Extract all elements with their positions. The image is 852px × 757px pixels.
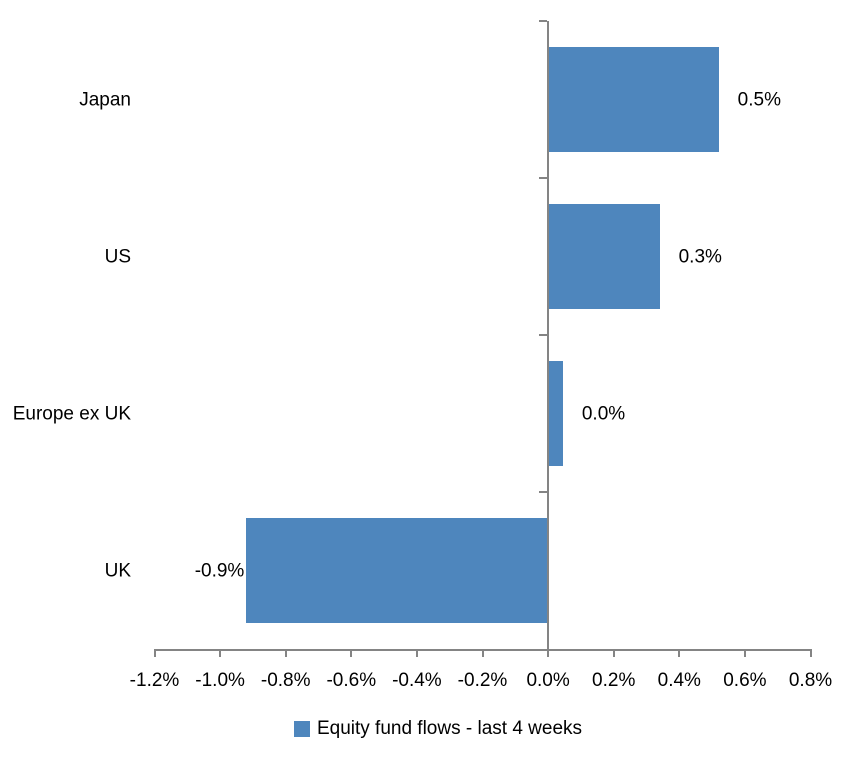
x-axis-tick bbox=[153, 649, 156, 657]
bar-uk bbox=[246, 518, 549, 624]
x-axis-tick bbox=[743, 649, 746, 657]
category-label-uk: UK bbox=[104, 560, 131, 582]
x-axis-tick-label: -1.0% bbox=[195, 670, 245, 691]
data-label-japan: 0.5% bbox=[737, 89, 781, 111]
legend-series-label: Equity fund flows - last 4 weeks bbox=[316, 718, 583, 739]
bar-us bbox=[548, 204, 660, 310]
category-label-europe-ex-uk: Europe ex UK bbox=[12, 403, 131, 425]
x-axis-tick-label: -0.4% bbox=[392, 670, 442, 691]
x-axis-tick bbox=[415, 649, 418, 657]
legend-swatch bbox=[293, 721, 310, 737]
x-axis-tick-label: 0.8% bbox=[788, 670, 833, 691]
x-axis-tick bbox=[284, 649, 287, 657]
data-label-europe-ex-uk: 0.0% bbox=[581, 403, 626, 425]
category-label-us: US bbox=[104, 246, 131, 268]
y-axis-line bbox=[547, 21, 550, 651]
y-axis-tick bbox=[539, 334, 548, 337]
x-axis-line bbox=[153, 648, 812, 651]
data-label-us: 0.3% bbox=[678, 246, 722, 268]
bar-europe-ex-uk bbox=[548, 361, 563, 467]
y-axis-tick bbox=[539, 177, 548, 180]
x-axis-tick bbox=[350, 649, 353, 657]
bar-japan bbox=[548, 47, 719, 153]
x-axis-tick-label: 0.0% bbox=[526, 670, 570, 691]
x-axis-tick bbox=[481, 649, 484, 657]
y-axis-tick bbox=[539, 20, 548, 22]
x-axis-tick bbox=[612, 649, 615, 657]
x-axis-tick-label: 0.4% bbox=[657, 670, 701, 691]
legend: Equity fund flows - last 4 weeks bbox=[0, 716, 852, 742]
x-axis-tick bbox=[678, 649, 681, 657]
x-axis-tick-label: -0.2% bbox=[457, 670, 508, 691]
x-axis-tick-label: -1.2% bbox=[129, 670, 180, 691]
x-axis-tick-label: 0.6% bbox=[723, 670, 767, 691]
y-axis-tick bbox=[539, 491, 548, 494]
x-axis-tick bbox=[547, 649, 550, 657]
x-axis-tick-label: -0.8% bbox=[260, 670, 311, 691]
x-axis-tick bbox=[809, 649, 812, 657]
category-label-japan: Japan bbox=[79, 89, 131, 111]
x-axis-tick-label: -0.6% bbox=[326, 670, 377, 691]
x-axis-tick-label: 0.2% bbox=[592, 670, 636, 691]
x-axis-tick bbox=[219, 649, 222, 657]
data-label-uk: -0.9% bbox=[194, 560, 245, 582]
